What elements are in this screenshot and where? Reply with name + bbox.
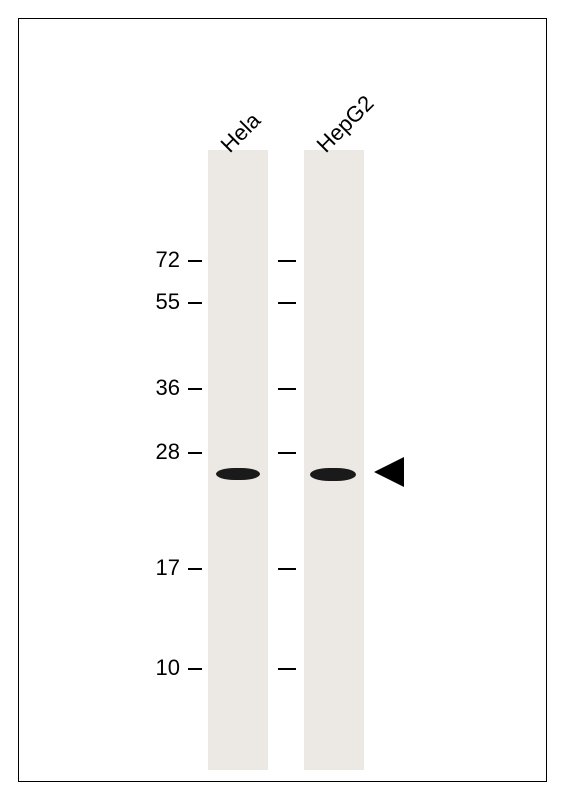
mw-tick-28 xyxy=(188,452,202,454)
mw-midtick-55 xyxy=(278,302,296,304)
mw-midtick-28 xyxy=(278,452,296,454)
lane-hepg2 xyxy=(304,150,364,770)
mw-midtick-17 xyxy=(278,568,296,570)
band-indicator-arrow xyxy=(374,455,414,500)
band-lane1 xyxy=(216,468,260,480)
mw-midtick-72 xyxy=(278,260,296,262)
mw-label-28: 28 xyxy=(130,439,180,465)
mw-midtick-10 xyxy=(278,668,296,670)
mw-label-17: 17 xyxy=(130,555,180,581)
mw-tick-72 xyxy=(188,260,202,262)
lane-hela xyxy=(208,150,268,770)
mw-label-10: 10 xyxy=(130,655,180,681)
mw-tick-10 xyxy=(188,668,202,670)
mw-midtick-36 xyxy=(278,388,296,390)
mw-tick-17 xyxy=(188,568,202,570)
mw-label-36: 36 xyxy=(130,375,180,401)
mw-tick-55 xyxy=(188,302,202,304)
band-lane2 xyxy=(310,468,356,481)
mw-tick-36 xyxy=(188,388,202,390)
mw-label-55: 55 xyxy=(130,289,180,315)
mw-label-72: 72 xyxy=(130,247,180,273)
